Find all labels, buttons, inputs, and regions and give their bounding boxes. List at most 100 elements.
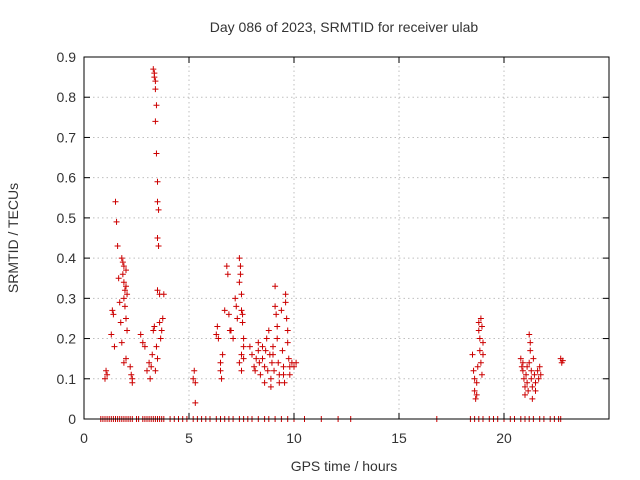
data-point [256,359,263,366]
data-point [274,335,281,342]
data-point [238,307,245,314]
data-point [120,263,127,270]
data-point [124,327,131,334]
data-point [272,303,279,310]
data-point [270,351,276,358]
data-point [476,347,483,354]
data-point [144,367,150,374]
data-point [478,323,485,330]
data-point [475,327,482,334]
data-point [280,371,287,378]
data-point [154,198,161,205]
data-point [108,331,115,338]
data-point [238,367,245,374]
data-point [293,359,300,366]
y-tick-label: 0.4 [57,250,77,266]
data-point [263,335,270,342]
data-point [480,339,486,346]
y-tick-label: 0.8 [57,89,77,105]
data-point [120,359,127,366]
data-point [518,363,525,370]
data-point [115,275,122,282]
data-point [272,283,279,290]
data-point [127,363,134,370]
data-point [477,359,484,366]
data-point [228,327,234,334]
data-point [238,351,245,358]
data-point [237,271,244,278]
data-point [246,343,253,350]
data-point [123,283,129,290]
data-point [527,347,534,354]
data-point [274,323,281,330]
data-point [536,363,543,370]
data-point [139,339,146,346]
data-point [123,355,129,362]
data-point [268,359,275,366]
data-point [154,355,161,362]
data-point [282,299,289,306]
data-point [240,343,247,350]
data-point [160,291,167,298]
y-tick-label: 0.7 [57,129,77,145]
data-point [470,367,477,374]
data-point [117,319,124,326]
data-point [150,327,157,334]
data-point [109,307,116,314]
data-point [116,299,123,306]
data-point [192,379,199,386]
data-point [113,218,120,225]
data-point [236,359,243,366]
data-point [233,303,240,310]
data-point [265,327,272,334]
data-point [255,339,262,346]
gridlines [84,57,609,419]
data-point [141,343,148,350]
data-point [473,379,480,386]
data-point [154,287,161,294]
data-point [532,379,539,386]
data-point [530,355,537,362]
data-point [151,74,158,81]
data-point [261,363,268,370]
data-point [121,303,128,310]
data-point [225,311,232,318]
data-point [223,263,230,270]
data-point [224,271,231,278]
data-point [279,347,286,354]
data-point [469,351,476,358]
data-point [559,357,566,364]
data-point [120,295,127,302]
data-point [270,343,276,350]
data-point [475,319,482,326]
y-tick-label: 0 [68,411,76,427]
data-point [119,271,126,278]
data-point [214,323,221,330]
data-point [253,355,260,362]
data-point [520,375,527,382]
data-point [523,371,530,378]
data-point [237,263,244,270]
data-point [251,363,258,370]
y-tick-label: 0.6 [57,170,77,186]
data-point [111,343,118,350]
data-point [264,367,271,374]
x-axis-label: GPS time / hours [291,458,398,474]
data-point [146,359,153,366]
data-point [114,243,121,250]
data-point [102,375,108,382]
data-point [283,315,290,322]
data-point [472,395,479,402]
data-point [527,339,534,346]
data-point [192,399,199,406]
y-tick-label: 0.9 [57,49,77,65]
data-point [230,335,237,342]
data-point [152,78,159,85]
data-point [273,311,280,318]
data-point [240,355,247,362]
data-point [153,102,160,109]
data-point [476,335,483,342]
data-point [155,206,162,213]
data-point [284,339,291,346]
